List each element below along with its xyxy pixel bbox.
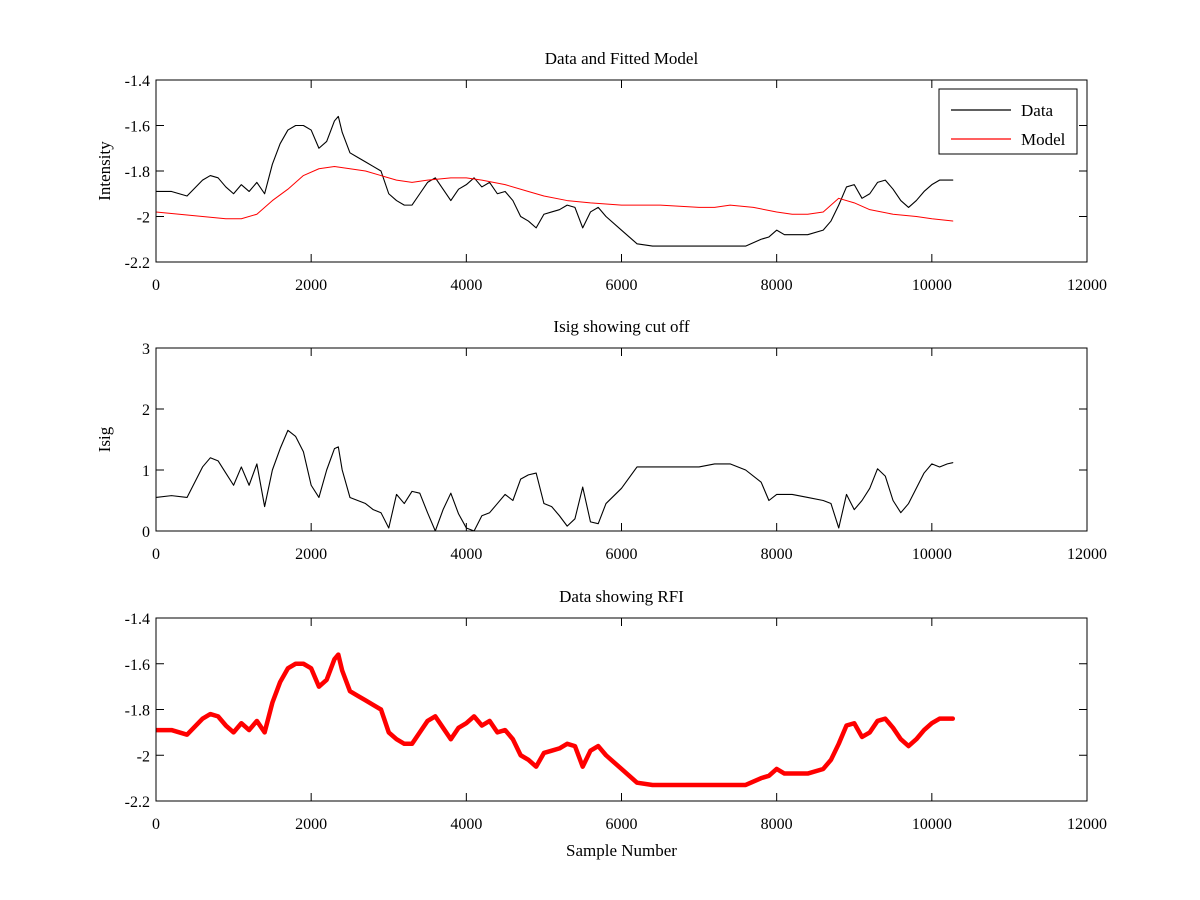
x-tick-label: 8000 (761, 816, 793, 833)
subplot-1: 0 2000 4000 6000 8000 10000 12000 -2.2 -2 -1.8 -1.… (95, 49, 1107, 294)
x-tick-label: 4000 (450, 546, 482, 563)
x-axis-label: Sample Number (566, 841, 677, 860)
legend-label-model: Model (1021, 130, 1066, 149)
y-tick-label: -2.2 (125, 255, 150, 272)
y-tick-label: -1.4 (125, 73, 150, 90)
series-line-1 (156, 652, 956, 788)
x-tick-label: 12000 (1067, 546, 1107, 563)
y-tick-label: 2 (142, 402, 150, 419)
y-tick-label: -1.6 (125, 119, 150, 136)
y-tick-label: -2 (137, 748, 150, 765)
y-tick-label: -1.6 (125, 657, 150, 674)
y-tick-label: -1.8 (125, 703, 150, 720)
subplot-title: Data showing RFI (559, 587, 684, 606)
x-tick-label: 2000 (295, 277, 327, 294)
subplot-title: Isig showing cut off (553, 317, 689, 336)
y-tick-label: -2 (137, 210, 150, 227)
subplot-2: 0 2000 4000 6000 8000 10000 12000 0 1 2 3 Isig show… (95, 317, 1107, 563)
x-tick-label: 6000 (606, 816, 638, 833)
y-tick-label: 0 (142, 524, 150, 541)
x-tick-label: 0 (152, 277, 160, 294)
subplot-3: 0 2000 4000 6000 8000 10000 12000 -2.2 -2 -1.8 -1.… (125, 587, 1107, 860)
x-tick-label: 12000 (1067, 816, 1107, 833)
y-axis-label: Intensity (95, 141, 114, 201)
y-tick-label: -2.2 (125, 794, 150, 811)
legend-box (938, 88, 1078, 155)
subplot-title: Data and Fitted Model (545, 49, 699, 68)
y-tick-label: 3 (142, 341, 150, 358)
x-tick-label: 6000 (606, 277, 638, 294)
x-tick-label: 4000 (450, 277, 482, 294)
axes-box (155, 617, 1088, 802)
x-tick-label: 0 (152, 816, 160, 833)
y-tick-label: 1 (142, 463, 150, 480)
x-tick-label: 2000 (295, 816, 327, 833)
y-tick-label: -1.8 (125, 164, 150, 181)
x-tick-label: 10000 (912, 277, 952, 294)
series-line-1 (156, 429, 954, 531)
series-line-model (156, 165, 954, 222)
x-tick-label: 2000 (295, 546, 327, 563)
x-tick-label: 6000 (606, 546, 638, 563)
x-tick-label: 10000 (912, 816, 952, 833)
axes-box (155, 347, 1088, 532)
x-tick-label: 8000 (761, 546, 793, 563)
legend-label-data: Data (1021, 101, 1054, 120)
x-tick-label: 8000 (761, 277, 793, 294)
y-tick-label: -1.4 (125, 611, 150, 628)
x-tick-label: 10000 (912, 546, 952, 563)
y-axis-label: Isig (95, 426, 114, 452)
x-tick-label: 12000 (1067, 277, 1107, 294)
x-tick-label: 4000 (450, 816, 482, 833)
x-tick-label: 0 (152, 546, 160, 563)
series-line-data (156, 115, 954, 247)
legend: Data Model (938, 88, 1078, 155)
